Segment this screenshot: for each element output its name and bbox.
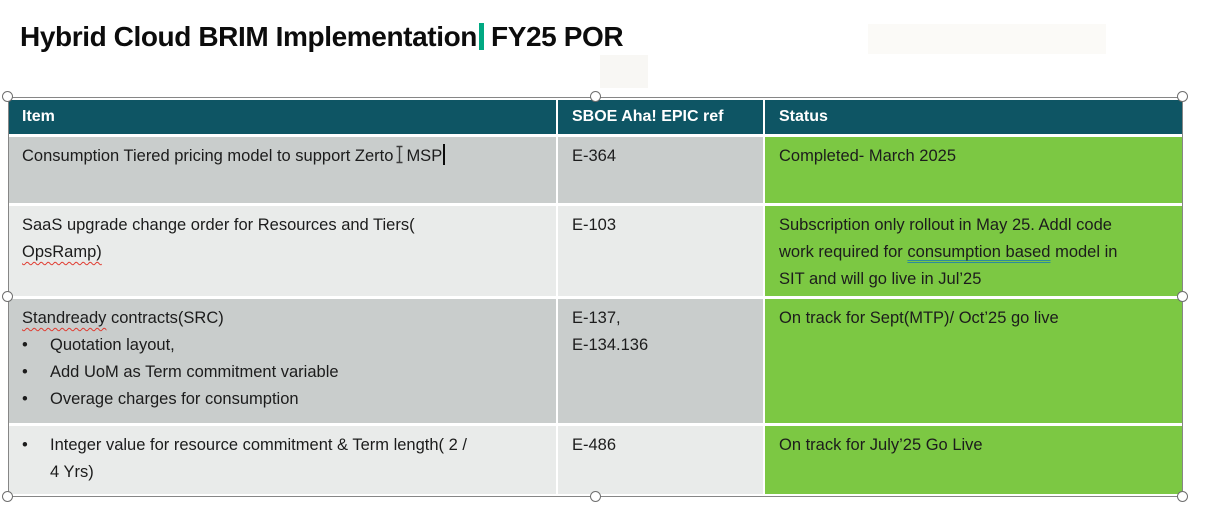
row4-item-line1: Integer value for resource commitment & … [50,436,467,454]
row3-bullet-3: • Overage charges for consumption [22,386,544,413]
row3-bullet-2: • Add UoM as Term commitment variable [22,359,544,386]
row2-status-line2a: work required for [779,243,908,261]
row4-bullet-1: • Integer value for resource commitment &… [22,432,544,486]
slide-title[interactable]: Hybrid Cloud BRIM Implementation FY25 POR [20,21,624,53]
row1-item-text: Consumption Tiered pricing model to supp… [22,147,394,165]
row3-epic-line2: E-134.136 [572,336,649,354]
row4-epic-text: E-486 [572,436,617,454]
bullet-icon: • [22,436,28,454]
row3-status-text: On track for Sept(MTP)/ Oct’25 go live [779,309,1059,327]
cell-item-row4[interactable]: • Integer value for resource commitment &… [8,426,556,494]
row2-epic-text: E-103 [572,216,617,234]
cell-epic-row3[interactable]: E-137, E-134.136 [558,299,763,423]
selection-handle-bottom-left[interactable] [2,491,13,502]
ghost-artifact [600,55,648,88]
column-header-item[interactable]: Item [8,100,556,134]
selection-handle-bottom-middle[interactable] [590,491,601,502]
row2-item-line1: SaaS upgrade change order for Resources … [22,216,415,234]
title-divider-bar [478,23,484,50]
bullet-icon: • [22,363,28,381]
row2-status-line1: Subscription only rollout in May 25. Add… [779,216,1112,234]
row4-status-text: On track for July’25 Go Live [779,436,983,454]
selection-handle-middle-right[interactable] [1177,291,1188,302]
cell-status-row3[interactable]: On track for Sept(MTP)/ Oct’25 go live [765,299,1183,423]
row4-item-line2: 4 Yrs) [50,463,94,481]
text-caret [443,144,446,165]
slide-title-suffix: FY25 POR [490,21,624,52]
cell-epic-row2[interactable]: E-103 [558,206,763,296]
cell-item-row1[interactable]: Consumption Tiered pricing model to supp… [8,137,556,203]
ghost-artifact [868,24,1106,54]
cell-status-row4[interactable]: On track for July’25 Go Live [765,426,1183,494]
row3-bullet-1: • Quotation layout, [22,332,544,359]
bullet-icon: • [22,336,28,354]
por-table: Item SBOE Aha! EPIC ref Status Consumpti… [8,100,1183,494]
row2-status-line3: SIT and will go live in Jul’25 [779,270,982,288]
cell-status-row2[interactable]: Subscription only rollout in May 25. Add… [765,206,1183,296]
row3-item-heading: Standready contracts(SRC) [22,305,544,332]
cell-item-row3[interactable]: Standready contracts(SRC) • Quotation lay… [8,299,556,423]
slide-title-main: Hybrid Cloud BRIM Implementation [20,21,477,52]
row2-status-grammar-underline: consumption based [907,243,1051,261]
row2-status-line2b: model in [1050,243,1118,261]
row3-misspelled-word: Standready [22,309,107,327]
selection-handle-middle-left[interactable] [2,291,13,302]
ibeam-cursor [394,145,405,173]
selection-handle-top-left[interactable] [2,91,13,102]
cell-status-row1[interactable]: Completed- March 2025 [765,137,1183,203]
selection-handle-top-middle[interactable] [590,91,601,102]
selection-handle-bottom-right[interactable] [1177,491,1188,502]
row1-epic-text: E-364 [572,147,617,165]
column-header-status[interactable]: Status [765,100,1183,134]
row3-heading-rest: contracts(SRC) [106,309,224,327]
column-header-epic-ref[interactable]: SBOE Aha! EPIC ref [558,100,763,134]
selection-handle-top-right[interactable] [1177,91,1188,102]
cell-epic-row4[interactable]: E-486 [558,426,763,494]
cell-item-row2[interactable]: SaaS upgrade change order for Resources … [8,206,556,296]
bullet-icon: • [22,390,28,408]
row1-status-text: Completed- March 2025 [779,147,957,165]
row1-item-text-after: MSP [406,147,443,165]
row2-item-misspelled-word: OpsRamp) [22,243,102,261]
cell-epic-row1[interactable]: E-364 [558,137,763,203]
row3-epic-line1: E-137, [572,309,621,327]
